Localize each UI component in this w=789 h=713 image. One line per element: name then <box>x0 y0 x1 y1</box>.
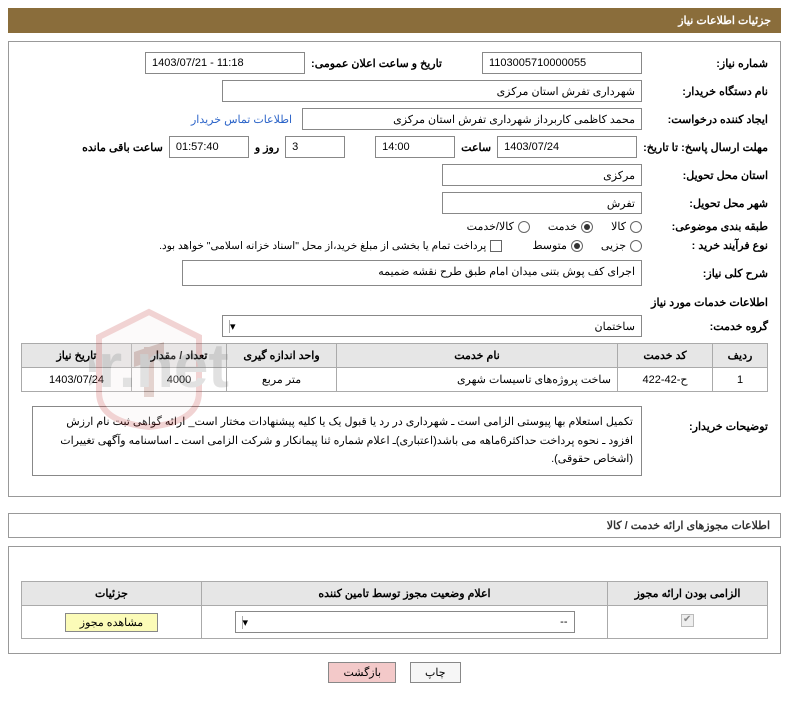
radio-label: کالا <box>611 220 626 233</box>
row-requester: ایجاد کننده درخواست: محمد کاظمی کاربرداز… <box>21 108 768 130</box>
label-service-group: گروه خدمت: <box>648 320 768 333</box>
th-date: تاریخ نیاز <box>22 344 132 368</box>
radio-label: جزیی <box>601 239 626 252</box>
field-buyer-notes: تکمیل استعلام بها پیوستی الزامی است ـ شه… <box>32 406 642 476</box>
th-mandatory: الزامی بودن ارائه مجوز <box>608 582 768 606</box>
permit-panel: الزامی بودن ارائه مجوز اعلام وضعیت مجوز … <box>8 546 781 654</box>
view-permit-button[interactable]: مشاهده مجوز <box>65 613 158 632</box>
field-delivery-province: مرکزی <box>442 164 642 186</box>
row-buyer-org: نام دستگاه خریدار: شهرداری تفرش استان مر… <box>21 80 768 102</box>
service-group-select[interactable]: ساختمان ▾ <box>222 315 642 337</box>
radio-label: خدمت <box>548 220 577 233</box>
label-requester: ایجاد کننده درخواست: <box>648 113 768 126</box>
label-delivery-province: استان محل تحویل: <box>648 169 768 182</box>
label-days-and: روز و <box>255 141 279 154</box>
row-number-date: شماره نیاز: 1103005710000055 تاریخ و ساع… <box>21 52 768 74</box>
row-buyer-notes: توضیحات خریدار: تکمیل استعلام بها پیوستی… <box>21 400 768 476</box>
cell-details: مشاهده مجوز <box>22 606 202 639</box>
label-buyer-notes: توضیحات خریدار: <box>648 400 768 433</box>
print-button[interactable]: چاپ <box>410 662 461 683</box>
field-buyer-org: شهرداری تفرش استان مرکزی <box>222 80 642 102</box>
radio-label: متوسط <box>532 239 567 252</box>
radio-label: کالا/خدمت <box>467 220 514 233</box>
cell-code: ح-42-422 <box>618 368 713 392</box>
cell-row: 1 <box>713 368 768 392</box>
field-announce-dt: 1403/07/21 - 11:18 <box>145 52 305 74</box>
permit-section-title: اطلاعات مجوزهای ارائه خدمت / کالا <box>8 513 781 538</box>
field-need-no: 1103005710000055 <box>482 52 642 74</box>
radio-motavaset[interactable]: متوسط <box>532 239 583 252</box>
label-time-remaining: ساعت باقی مانده <box>82 141 163 154</box>
cell-unit: متر مربع <box>227 368 337 392</box>
label-buyer-org: نام دستگاه خریدار: <box>648 85 768 98</box>
select-value: -- <box>560 616 567 628</box>
field-deadline-date: 1403/07/24 <box>497 136 637 158</box>
buyer-contact-link[interactable]: اطلاعات تماس خریدار <box>191 113 292 126</box>
select-value: ساختمان <box>595 320 635 333</box>
subject-radio-group: کالا خدمت کالا/خدمت <box>467 220 642 233</box>
row-purchase-type: نوع فرآیند خرید : جزیی متوسط پرداخت تمام… <box>21 239 768 252</box>
field-days-remaining: 3 <box>285 136 345 158</box>
permit-table: الزامی بودن ارائه مجوز اعلام وضعیت مجوز … <box>21 581 768 639</box>
field-requester: محمد کاظمی کاربرداز شهرداری تفرش استان م… <box>302 108 642 130</box>
back-button[interactable]: بازگشت <box>328 662 396 683</box>
chevron-down-icon: ▾ <box>242 616 255 629</box>
row-service-group: گروه خدمت: ساختمان ▾ <box>21 315 768 337</box>
label-deadline: مهلت ارسال پاسخ: تا تاریخ: <box>643 141 768 154</box>
table-header-row: الزامی بودن ارائه مجوز اعلام وضعیت مجوز … <box>22 582 768 606</box>
label-saat: ساعت <box>461 141 491 154</box>
field-delivery-city: تفرش <box>442 192 642 214</box>
row-need-summary: شرح کلی نیاز: اجرای کف پوش بتنی میدان ام… <box>21 260 768 286</box>
cell-mandatory <box>608 606 768 639</box>
field-deadline-time: 14:00 <box>375 136 455 158</box>
status-select[interactable]: -- ▾ <box>235 611 575 633</box>
purchase-radio-group: جزیی متوسط <box>532 239 642 252</box>
th-details: جزئیات <box>22 582 202 606</box>
th-name: نام خدمت <box>337 344 618 368</box>
th-unit: واحد اندازه گیری <box>227 344 337 368</box>
row-deadline: مهلت ارسال پاسخ: تا تاریخ: 1403/07/24 سا… <box>21 136 768 158</box>
bottom-button-row: چاپ بازگشت <box>8 662 781 683</box>
field-countdown: 01:57:40 <box>169 136 249 158</box>
table-header-row: ردیف کد خدمت نام خدمت واحد اندازه گیری ت… <box>22 344 768 368</box>
treasury-checkbox[interactable] <box>490 240 502 252</box>
table-row: 1 ح-42-422 ساخت پروژه‌های تاسیسات شهری م… <box>22 368 768 392</box>
mandatory-checkbox <box>681 614 694 627</box>
main-panel: AriaTender.net شماره نیاز: 1103005710000… <box>8 41 781 497</box>
th-status: اعلام وضعیت مجوز توسط تامین کننده <box>202 582 608 606</box>
th-qty: تعداد / مقدار <box>132 344 227 368</box>
radio-jozi[interactable]: جزیی <box>601 239 642 252</box>
service-table: ردیف کد خدمت نام خدمت واحد اندازه گیری ت… <box>21 343 768 392</box>
label-announce-dt: تاریخ و ساعت اعلان عمومی: <box>311 57 442 70</box>
radio-khedmat[interactable]: خدمت <box>548 220 593 233</box>
table-row: -- ▾ مشاهده مجوز <box>22 606 768 639</box>
radio-icon <box>571 240 583 252</box>
row-delivery-province: استان محل تحویل: مرکزی <box>21 164 768 186</box>
treasury-note: پرداخت تمام یا بخشی از مبلغ خرید،از محل … <box>159 240 486 252</box>
field-need-summary: اجرای کف پوش بتنی میدان امام طبق طرح نقش… <box>182 260 642 286</box>
cell-status: -- ▾ <box>202 606 608 639</box>
label-subject-class: طبقه بندی موضوعی: <box>648 220 768 233</box>
radio-icon <box>630 240 642 252</box>
row-delivery-city: شهر محل تحویل: تفرش <box>21 192 768 214</box>
radio-icon <box>630 221 642 233</box>
section-services-info: اطلاعات خدمات مورد نیاز <box>21 296 768 309</box>
th-code: کد خدمت <box>618 344 713 368</box>
label-delivery-city: شهر محل تحویل: <box>648 197 768 210</box>
radio-icon <box>581 221 593 233</box>
th-row: ردیف <box>713 344 768 368</box>
radio-kala-khedmat[interactable]: کالا/خدمت <box>467 220 530 233</box>
row-subject-class: طبقه بندی موضوعی: کالا خدمت کالا/خدمت <box>21 220 768 233</box>
cell-date: 1403/07/24 <box>22 368 132 392</box>
label-purchase-type: نوع فرآیند خرید : <box>648 239 768 252</box>
radio-kala[interactable]: کالا <box>611 220 642 233</box>
label-need-summary: شرح کلی نیاز: <box>648 267 768 280</box>
label-need-no: شماره نیاز: <box>648 57 768 70</box>
chevron-down-icon: ▾ <box>229 320 242 333</box>
cell-qty: 4000 <box>132 368 227 392</box>
radio-icon <box>518 221 530 233</box>
cell-name: ساخت پروژه‌های تاسیسات شهری <box>337 368 618 392</box>
page-title: جزئیات اطلاعات نیاز <box>8 8 781 33</box>
